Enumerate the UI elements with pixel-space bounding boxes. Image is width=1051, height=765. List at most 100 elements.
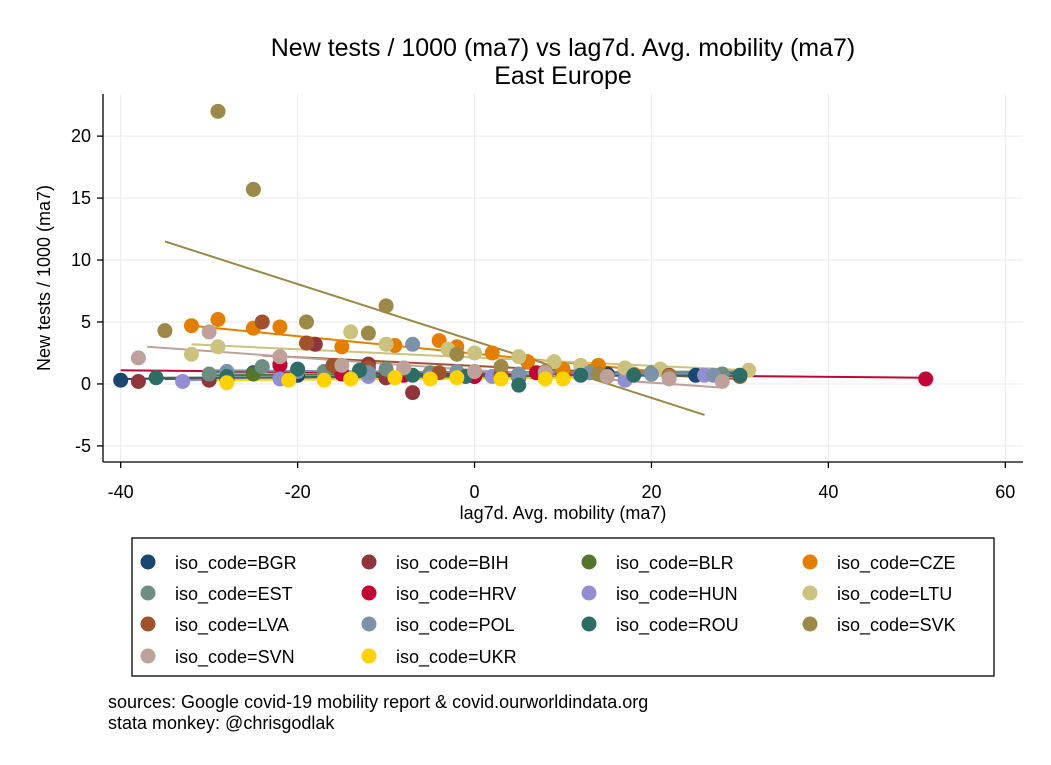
- data-point: [148, 370, 164, 386]
- data-point: [219, 375, 235, 391]
- data-points: [113, 103, 934, 401]
- legend-label: iso_code=LVA: [175, 615, 289, 636]
- y-tick-label: 20: [71, 126, 91, 146]
- x-tick-label: -20: [285, 482, 311, 502]
- data-point: [360, 325, 376, 341]
- legend-label: iso_code=LTU: [837, 584, 952, 605]
- y-tick-label: 5: [81, 312, 91, 332]
- data-point: [334, 339, 350, 355]
- legend-label: iso_code=SVK: [837, 615, 956, 636]
- author-note: stata monkey: @chrisgodlak: [108, 713, 335, 733]
- data-point: [714, 373, 730, 389]
- chart-subtitle: East Europe: [494, 62, 632, 90]
- data-point: [467, 345, 483, 361]
- legend-marker: [361, 554, 377, 570]
- data-point: [405, 336, 421, 352]
- legend-label: iso_code=POL: [396, 615, 515, 636]
- legend-label: iso_code=CZE: [837, 553, 956, 574]
- data-point: [449, 346, 465, 362]
- legend-label: iso_code=ROU: [616, 615, 739, 636]
- data-point: [254, 359, 270, 375]
- data-point: [573, 367, 589, 383]
- legend-box: [131, 537, 995, 677]
- legend-marker: [361, 585, 377, 601]
- data-point: [183, 318, 199, 334]
- data-point: [298, 335, 314, 351]
- legend-marker: [802, 616, 818, 632]
- legend-label: iso_code=BGR: [175, 553, 297, 574]
- data-point: [210, 312, 226, 328]
- x-tick-label: 20: [641, 482, 661, 502]
- data-point: [467, 364, 483, 380]
- data-point: [201, 366, 217, 382]
- data-point: [175, 373, 191, 389]
- legend-marker: [581, 585, 597, 601]
- legend: iso_code=BGR iso_code=BIH iso_code=BLR iso_…: [140, 553, 956, 668]
- chart-title: New tests / 1000 (ma7) vs lag7d. Avg. mo…: [271, 34, 856, 62]
- data-point: [537, 371, 553, 387]
- data-point: [272, 319, 288, 335]
- y-axis-ticks: -5 0 5 10 15 20: [71, 126, 103, 456]
- data-point: [493, 371, 509, 387]
- data-point: [334, 357, 350, 373]
- x-axis-ticks: -40 -20 0 20 40 60: [108, 462, 1015, 502]
- x-axis-label: lag7d. Avg. mobility (ma7): [460, 503, 667, 523]
- data-point: [555, 371, 571, 387]
- data-point: [298, 314, 314, 330]
- data-point: [599, 369, 615, 385]
- data-point: [157, 323, 173, 339]
- x-tick-label: -40: [108, 482, 134, 502]
- legend-label: iso_code=HRV: [396, 584, 516, 605]
- data-point: [643, 366, 659, 382]
- data-point: [493, 359, 509, 375]
- legend-marker: [361, 616, 377, 632]
- data-point: [511, 366, 527, 382]
- y-axis-label: New tests / 1000 (ma7): [34, 185, 54, 371]
- x-tick-label: 60: [995, 482, 1015, 502]
- y-tick-label: 0: [81, 374, 91, 394]
- legend-marker: [140, 616, 156, 632]
- data-point: [626, 367, 642, 383]
- data-point: [210, 103, 226, 119]
- data-point: [254, 314, 270, 330]
- x-tick-label: 40: [818, 482, 838, 502]
- data-point: [449, 370, 465, 386]
- data-point: [130, 350, 146, 366]
- data-point: [316, 372, 332, 388]
- data-point: [484, 345, 500, 361]
- data-point: [387, 370, 403, 386]
- legend-label: iso_code=BIH: [396, 553, 509, 574]
- data-point: [343, 324, 359, 340]
- legend-marker: [581, 616, 597, 632]
- data-point: [378, 298, 394, 314]
- y-tick-label: 10: [71, 250, 91, 270]
- data-point: [272, 349, 288, 365]
- legend-marker: [802, 585, 818, 601]
- legend-marker: [361, 648, 377, 664]
- legend-marker: [140, 648, 156, 664]
- data-point: [343, 371, 359, 387]
- gridlines: [103, 94, 1023, 462]
- legend-label: iso_code=SVN: [175, 647, 295, 668]
- y-tick-label: 15: [71, 188, 91, 208]
- data-point: [422, 371, 438, 387]
- data-point: [378, 336, 394, 352]
- legend-marker: [802, 554, 818, 570]
- legend-label: iso_code=BLR: [616, 553, 734, 574]
- data-point: [405, 385, 421, 401]
- legend-marker: [140, 554, 156, 570]
- data-point: [210, 339, 226, 355]
- data-point: [130, 373, 146, 389]
- data-point: [918, 371, 934, 387]
- data-point: [511, 377, 527, 393]
- data-point: [113, 372, 129, 388]
- data-point: [661, 371, 677, 387]
- data-point: [201, 324, 217, 340]
- data-point: [245, 181, 261, 197]
- legend-label: iso_code=UKR: [396, 647, 517, 668]
- data-point: [511, 349, 527, 365]
- legend-label: iso_code=EST: [175, 584, 293, 605]
- data-point: [732, 367, 748, 383]
- legend-marker: [581, 554, 597, 570]
